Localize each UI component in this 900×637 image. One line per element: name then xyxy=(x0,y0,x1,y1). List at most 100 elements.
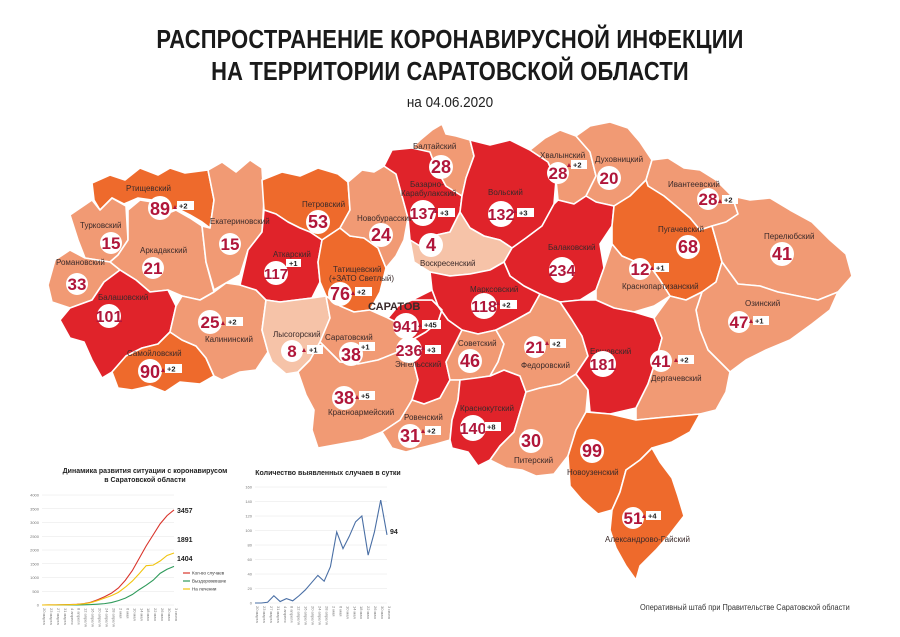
chart2-end-label: 94 xyxy=(390,529,398,536)
svg-text:1000: 1000 xyxy=(30,575,40,580)
chart1-plot: 0 500 1000 1500 2000 2500 3000 3500 4000 20 марта… xyxy=(30,493,227,627)
label-turkovsky: Турковский xyxy=(80,221,121,230)
svg-text:30 мая: 30 мая xyxy=(380,606,385,619)
label-novouzensky: Новоузенский xyxy=(567,468,619,477)
region-ekaterinovsky[interactable] xyxy=(201,159,265,291)
svg-text:4 апреля: 4 апреля xyxy=(70,608,75,625)
badge-petrovsky: 53 xyxy=(306,210,330,234)
svg-text:+1: +1 xyxy=(289,259,298,268)
badge-ekaterinovsky: 15 xyxy=(219,233,241,255)
svg-text:+1: +1 xyxy=(755,317,764,326)
badge-romanovsky: 33 xyxy=(66,273,88,295)
label-khvalynsky: Хвалынский xyxy=(540,151,585,160)
svg-text:24 апреля: 24 апреля xyxy=(318,606,323,625)
svg-text:27 марта: 27 марта xyxy=(56,608,61,625)
badge-lysogorsky: 8 +1 xyxy=(281,340,323,362)
svg-text:28 апреля: 28 апреля xyxy=(324,606,329,625)
svg-text:80: 80 xyxy=(248,543,253,548)
svg-text:6 мая: 6 мая xyxy=(338,606,343,616)
chart2-title: Количество выявленных случаев в сутки xyxy=(255,470,401,477)
svg-text:33: 33 xyxy=(68,275,87,294)
svg-text:51: 51 xyxy=(624,509,643,528)
badge-baltaysky: 28 xyxy=(429,155,453,179)
svg-text:+1: +1 xyxy=(309,346,318,355)
label-krasnokutsky: Краснокутский xyxy=(460,404,514,413)
chart2-grid: 0 20 40 60 80 100 120 140 160 20 марта 23 марта 27 … xyxy=(245,485,392,625)
svg-text:3 июня: 3 июня xyxy=(174,608,179,621)
badge-saratovsky: 38 +1 xyxy=(339,342,375,366)
svg-text:+1: +1 xyxy=(656,264,665,273)
svg-text:20 марта: 20 марта xyxy=(42,608,47,625)
svg-text:+2: +2 xyxy=(680,356,689,365)
svg-text:15: 15 xyxy=(221,235,240,254)
badge-dukhovnitsky: 20 xyxy=(597,166,621,190)
svg-text:140: 140 xyxy=(245,499,252,504)
svg-text:22 мая: 22 мая xyxy=(366,606,371,619)
label-saratov-city: САРАТОВ xyxy=(368,301,420,313)
label-rovensky: Ровенский xyxy=(404,413,443,422)
label-tatishchevsky: Татищевский (+ЗАТО Светлый) xyxy=(329,265,394,283)
label-ozinsky: Озинский xyxy=(745,299,780,308)
badge-turkovsky: 15 xyxy=(100,232,122,254)
label-dukhovnitsky: Духовницкий xyxy=(595,155,643,164)
page-title: РАСПРОСТРАНЕНИЕ КОРОНАВИРУСНОЙ ИНФЕКЦИИ … xyxy=(63,24,837,88)
svg-text:4 апреля: 4 апреля xyxy=(283,606,288,623)
title-line-2: НА ТЕРРИТОРИИ САРАТОВСКОЙ ОБЛАСТИ xyxy=(211,58,689,86)
svg-text:38: 38 xyxy=(341,345,361,365)
svg-text:21: 21 xyxy=(144,259,163,278)
svg-text:20 марта: 20 марта xyxy=(255,606,260,623)
svg-text:20: 20 xyxy=(248,586,253,591)
label-atkarsky: Аткарский xyxy=(273,250,311,259)
svg-text:18 мая: 18 мая xyxy=(146,608,151,621)
svg-text:23 марта: 23 марта xyxy=(262,606,267,623)
label-dergachevsky: Дергачевский xyxy=(651,374,702,383)
svg-text:30: 30 xyxy=(521,431,541,451)
svg-text:16 апреля: 16 апреля xyxy=(304,606,309,625)
svg-text:+2: +2 xyxy=(167,365,176,374)
badge-novouzensky: 99 xyxy=(580,439,604,463)
badge-balakovsky: 234 xyxy=(549,257,576,283)
svg-text:99: 99 xyxy=(582,441,602,461)
label-pugachevsky: Пугачевский xyxy=(658,225,704,234)
svg-text:20 апреля: 20 апреля xyxy=(311,606,316,625)
label-samoylovsky: Самойловский xyxy=(127,349,182,358)
svg-text:68: 68 xyxy=(678,237,698,257)
label-ekaterinovsky: Екатериновский xyxy=(210,217,270,226)
badge-rovensky: 31 +2 xyxy=(398,424,441,448)
svg-text:2500: 2500 xyxy=(30,534,40,539)
region-novoburassky[interactable] xyxy=(339,165,409,269)
badge-sovetsky: 46 xyxy=(458,349,482,373)
chart1-lines xyxy=(41,509,175,606)
svg-text:15: 15 xyxy=(102,234,121,253)
svg-text:137: 137 xyxy=(410,206,437,223)
badge-fedorovsky: 21 +2 xyxy=(524,336,566,358)
footer-credit: Оперативный штаб при Правительстве Сарат… xyxy=(640,603,850,612)
badge-ershovsky: 181 xyxy=(590,351,616,377)
svg-text:941: 941 xyxy=(393,319,420,336)
svg-text:16 апреля: 16 апреля xyxy=(91,608,96,627)
svg-text:30 мая: 30 мая xyxy=(167,608,172,621)
badge-krasnoarmeysky: 38 +5 xyxy=(332,386,375,410)
svg-text:22 мая: 22 мая xyxy=(153,608,158,621)
svg-text:+2: +2 xyxy=(552,340,561,349)
chart1-grid: 0 500 1000 1500 2000 2500 3000 3500 4000 20 марта… xyxy=(30,493,179,627)
svg-text:12: 12 xyxy=(631,260,650,279)
label-ershovsky: Ершовский xyxy=(590,347,631,356)
svg-text:90: 90 xyxy=(140,362,160,382)
svg-text:14 мая: 14 мая xyxy=(352,606,357,619)
chart2-plot: 0 20 40 60 80 100 120 140 160 20 марта 23 марта 27 … xyxy=(245,485,398,625)
badge-perelyubsky: 41 xyxy=(770,242,794,266)
badge-dergachevsky: 41 +2 xyxy=(650,350,694,372)
svg-text:46: 46 xyxy=(460,351,480,371)
svg-text:26 мая: 26 мая xyxy=(373,606,378,619)
chart2-lines xyxy=(255,499,388,604)
badge-krasnokutsky: 140 +8 xyxy=(460,415,501,441)
svg-text:+3: +3 xyxy=(440,209,449,218)
svg-text:234: 234 xyxy=(549,263,576,280)
svg-text:4: 4 xyxy=(426,235,436,255)
chart1-end-recovered: 1404 xyxy=(177,556,193,563)
label-lysogorsky: Лысогорский xyxy=(273,330,321,339)
label-krasnoarmeysky: Красноармейский xyxy=(328,408,394,417)
